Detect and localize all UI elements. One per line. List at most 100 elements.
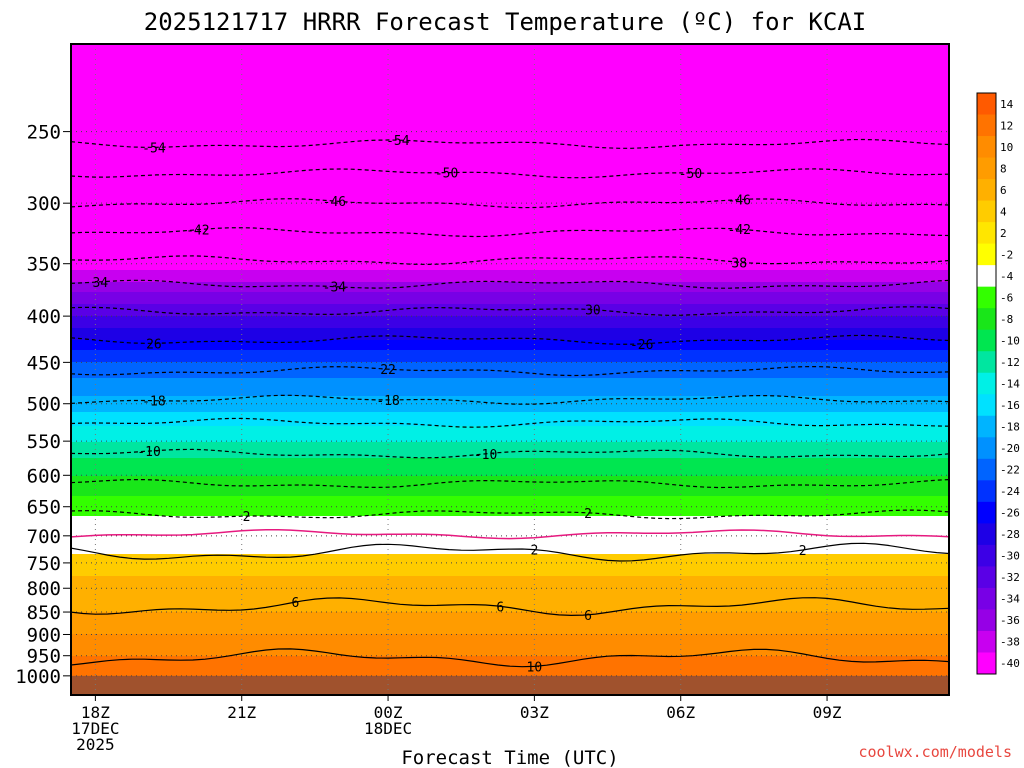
temperature-band [71, 300, 949, 303]
temperature-band [71, 652, 949, 655]
colorbar-swatch [977, 308, 996, 331]
temperature-band [71, 308, 949, 311]
contour-line [71, 597, 949, 617]
temperature-band [71, 598, 949, 601]
temperature-band [71, 582, 949, 585]
time-tick-label: 17DEC [71, 719, 119, 738]
chart-title: 2025121717 HRRR Forecast Temperature (ºC… [144, 8, 866, 36]
temperature-band [71, 452, 949, 455]
temperature-band [71, 446, 949, 449]
colorbar-swatch [977, 652, 996, 675]
colorbar-swatch [977, 501, 996, 524]
temperature-band [71, 112, 949, 115]
temperature-band [71, 590, 949, 593]
temperature-band [71, 372, 949, 375]
temperature-band [71, 486, 949, 489]
temperature-band [71, 66, 949, 69]
temperature-band [71, 78, 949, 81]
temperature-band [71, 196, 949, 199]
temperature-band [71, 278, 949, 281]
temperature-band [71, 232, 949, 235]
colorbar-swatch [977, 329, 996, 352]
temperature-band [71, 238, 949, 241]
temperature-band [71, 512, 949, 515]
temperature-band [71, 158, 949, 161]
colorbar-label: -6 [1000, 291, 1013, 304]
temperature-band [71, 154, 949, 157]
temperature-band [71, 76, 949, 79]
colorbar-swatch [977, 630, 996, 653]
temperature-band [71, 634, 949, 637]
colorbar-label: 14 [1000, 98, 1014, 111]
temperature-band [71, 330, 949, 333]
temperature-band [71, 404, 949, 407]
colorbar-label: -16 [1000, 399, 1020, 412]
colorbar-label: -2 [1000, 248, 1013, 261]
temperature-band [71, 258, 949, 261]
temperature-band [71, 522, 949, 525]
temperature-band [71, 326, 949, 329]
temperature-band [71, 202, 949, 205]
temperature-band [71, 130, 949, 133]
temperature-band [71, 432, 949, 435]
temperature-band [71, 106, 949, 109]
temperature-band [71, 328, 949, 331]
temperature-band [71, 172, 949, 175]
temperature-band [71, 168, 949, 171]
temperature-band [71, 630, 949, 633]
temperature-band [71, 312, 949, 315]
contour-label: 6 [584, 609, 592, 624]
colorbar-label: -14 [1000, 378, 1020, 391]
temperature-band [71, 294, 949, 297]
contour-label: -26 [630, 338, 653, 353]
temperature-band [71, 54, 949, 57]
temperature-band [71, 204, 949, 207]
temperature-band [71, 574, 949, 577]
colorbar-swatch [977, 480, 996, 503]
colorbar-label: -32 [1000, 571, 1020, 584]
temperature-band [71, 540, 949, 543]
temperature-band [71, 562, 949, 565]
temperature-band [71, 50, 949, 53]
temperature-band [71, 620, 949, 623]
contour-label: 6 [496, 600, 504, 615]
pressure-tick-label: 500 [27, 394, 61, 416]
temperature-band [71, 322, 949, 325]
temperature-band [71, 418, 949, 421]
contour-label: 2 [530, 544, 538, 559]
temperature-band [71, 612, 949, 615]
contour-label: 38 [731, 256, 747, 271]
pressure-tick-label: 600 [27, 465, 61, 487]
temperature-band [71, 100, 949, 103]
contour-label: -42 [728, 223, 751, 238]
colorbar-label: -22 [1000, 464, 1020, 477]
temperature-band [71, 654, 949, 657]
temperature-band [71, 234, 949, 237]
colorbar-label: -30 [1000, 550, 1020, 563]
contour-label: -46 [728, 194, 751, 209]
colorbar-swatch [977, 394, 996, 417]
temperature-band [71, 114, 949, 117]
temperature-band [71, 426, 949, 429]
temperature-band [71, 668, 949, 671]
pressure-tick-label: 850 [27, 602, 61, 624]
temperature-band [71, 74, 949, 77]
temperature-band [71, 292, 949, 295]
colorbar-swatch [977, 286, 996, 309]
temperature-band [71, 244, 949, 247]
temperature-band [71, 648, 949, 651]
temperature-band [71, 146, 949, 149]
pressure-tick-label: 300 [27, 193, 61, 215]
temperature-band [71, 616, 949, 619]
pressure-tick-label: 550 [27, 431, 61, 453]
temperature-band [71, 282, 949, 285]
temperature-band [71, 90, 949, 93]
temperature-band [71, 602, 949, 605]
colorbar-swatch [977, 93, 996, 116]
temperature-band [71, 48, 949, 51]
temperature-band [71, 170, 949, 173]
contour-label: -18 [142, 395, 165, 410]
pressure-tick-label: 1000 [15, 666, 61, 688]
